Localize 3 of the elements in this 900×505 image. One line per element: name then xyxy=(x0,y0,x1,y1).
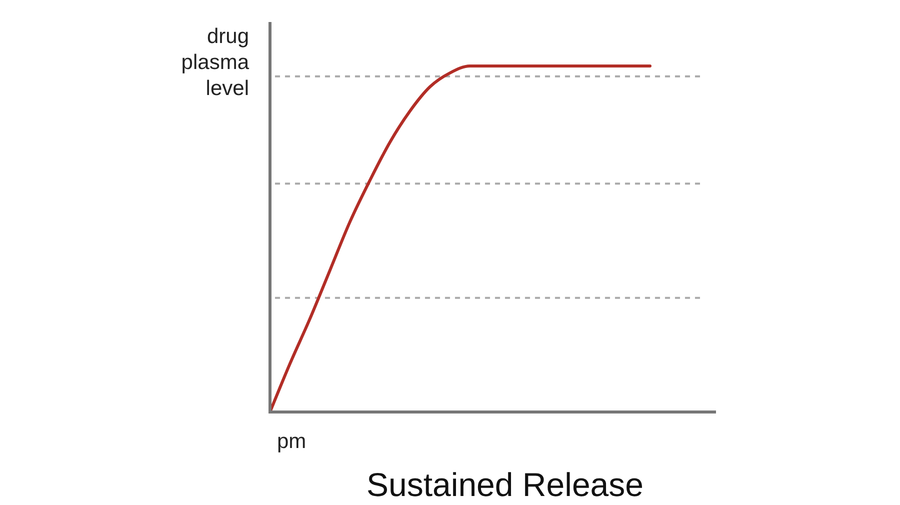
text: Sustained Release xyxy=(366,466,644,503)
x-axis-title: pm xyxy=(277,430,306,453)
y-axis-title: drug plasma level xyxy=(181,25,250,100)
